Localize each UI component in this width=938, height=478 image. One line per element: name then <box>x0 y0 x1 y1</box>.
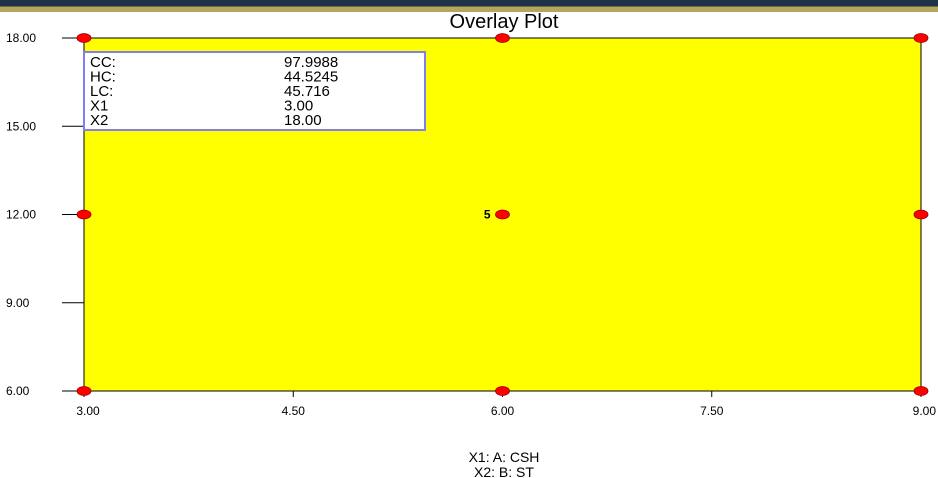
design-point <box>495 33 510 43</box>
info-box-frame <box>83 51 426 131</box>
x-tick-label: 3.00 <box>76 404 100 418</box>
design-point <box>76 209 92 220</box>
y-tick-label: 18.00 <box>6 31 36 45</box>
flag-info-box: CC: 97.9988 HC: 44.5245 LC: 45.716 X1 3.00 X2 18.… <box>83 51 426 131</box>
info-row-label: HC: <box>90 69 116 86</box>
header-band <box>0 0 938 12</box>
design-point <box>913 33 929 43</box>
info-row-value: 97.9988 <box>284 54 338 71</box>
y-tick-label: 9.00 <box>6 296 30 310</box>
info-row-value: 45.716 <box>284 83 330 100</box>
x-tick-label: 9.00 <box>913 404 937 418</box>
info-row-label: CC: <box>90 54 116 71</box>
y-axis: 6.00 9.00 12.00 15.00 18.00 <box>6 31 85 398</box>
y-tick-label: 15.00 <box>6 119 36 133</box>
info-row-label: X2 <box>90 112 108 129</box>
chart-title: Overlay Plot <box>450 11 559 33</box>
info-row-value: 44.5245 <box>284 69 338 86</box>
x-tick-label: 4.50 <box>282 404 306 418</box>
x-tick-label: 7.50 <box>700 404 724 418</box>
info-row-value: 18.00 <box>284 112 322 129</box>
x1-axis-title: X1: A: CSH <box>469 449 540 465</box>
x-tick-label: 6.00 <box>491 404 515 418</box>
info-row-label: X1 <box>90 98 108 115</box>
info-row-value: 3.00 <box>284 98 313 115</box>
design-point <box>495 386 510 396</box>
y-tick-label: 6.00 <box>6 384 30 398</box>
design-point <box>913 209 929 220</box>
design-point <box>76 386 92 396</box>
design-point <box>495 209 510 220</box>
design-point <box>76 33 92 43</box>
design-points: 5 <box>76 33 929 396</box>
x2-axis-title: X2: B: ST <box>474 464 534 478</box>
design-point <box>913 386 929 396</box>
info-row-label: LC: <box>90 83 113 100</box>
y-tick-label: 12.00 <box>6 208 36 222</box>
replicate-count-label: 5 <box>484 208 491 222</box>
